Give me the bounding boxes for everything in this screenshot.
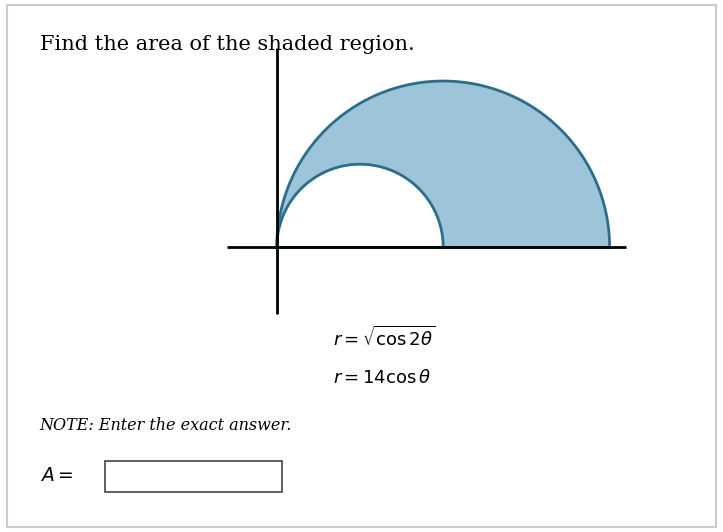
Bar — [105, 461, 282, 492]
Text: $r = \sqrt{\cos 2\theta}$: $r = \sqrt{\cos 2\theta}$ — [333, 326, 435, 350]
Polygon shape — [277, 81, 609, 247]
Text: $r = 14\cos\theta$: $r = 14\cos\theta$ — [333, 369, 431, 387]
Text: NOTE: Enter the exact answer.: NOTE: Enter the exact answer. — [40, 417, 292, 434]
Text: Find the area of the shaded region.: Find the area of the shaded region. — [40, 35, 414, 54]
Polygon shape — [277, 164, 443, 247]
Text: $A =$: $A =$ — [40, 467, 73, 485]
